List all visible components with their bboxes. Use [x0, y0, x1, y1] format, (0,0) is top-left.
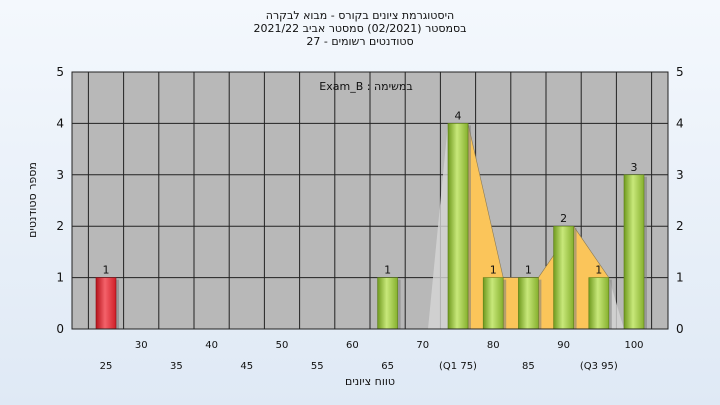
x-tick-label: (Q1 75) — [439, 361, 477, 372]
quartile-shadow-right — [608, 277, 624, 329]
x-tick-label: 60 — [346, 340, 359, 351]
data-label: 2 — [560, 212, 567, 225]
x-tick-label: 80 — [487, 340, 500, 351]
bar-65 — [377, 277, 398, 330]
y-tick-label-right: 5 — [676, 65, 684, 79]
chart-title: היסטוגרמת ציונים בקורס - מבוא לבקרה — [265, 9, 455, 22]
bar-25 — [95, 277, 117, 330]
x-tick-label: 90 — [557, 340, 570, 351]
data-label: 4 — [455, 109, 462, 122]
bar-90 — [553, 225, 574, 330]
y-tick-label-right: 3 — [676, 168, 684, 182]
y-tick-label-right: 2 — [676, 219, 684, 233]
data-label: 3 — [631, 161, 638, 174]
y-tick-label-left: 2 — [56, 219, 64, 233]
y-tick-label-right: 1 — [676, 271, 684, 285]
chart-titles: היסטוגרמת ציונים בקורס - מבוא לבקרה בסמס… — [0, 9, 720, 48]
data-label: 1 — [525, 264, 532, 277]
x-tick-label: 85 — [522, 361, 535, 372]
bar-(Q1 75) — [447, 123, 469, 330]
bar-100 — [623, 174, 645, 330]
bar-80 — [482, 277, 504, 330]
y-tick-label-right: 4 — [676, 116, 684, 130]
x-tick-label: 65 — [381, 361, 394, 372]
x-tick-label: 100 — [624, 340, 643, 351]
registered-students: סטודנטים רשומים - 27 — [306, 35, 414, 48]
quartile-shadow-left — [428, 123, 448, 330]
x-tick-label: 70 — [416, 340, 429, 351]
y-axis-label: מספר סטודנטים — [26, 162, 39, 238]
y-tick-label-left: 1 — [56, 271, 64, 285]
task-annotation: במשימה : Exam_B — [319, 80, 412, 93]
x-tick-label: 25 — [100, 361, 113, 372]
x-tick-label: 45 — [240, 361, 253, 372]
data-label: 1 — [490, 264, 497, 277]
y-tick-label-right: 0 — [676, 322, 684, 336]
x-tick-label: 50 — [276, 340, 289, 351]
y-tick-label-left: 0 — [56, 322, 64, 336]
y-tick-label-left: 3 — [56, 168, 64, 182]
y-tick-label-left: 5 — [56, 65, 64, 79]
bar-85 — [518, 277, 539, 330]
data-label: 1 — [595, 264, 602, 277]
x-tick-label: 30 — [135, 340, 148, 351]
data-label: 1 — [103, 264, 110, 277]
plot-border — [71, 71, 669, 330]
y-tick-label-left: 4 — [56, 116, 64, 130]
x-tick-label: (Q3 95) — [580, 361, 618, 372]
x-tick-label: 40 — [205, 340, 218, 351]
data-label: 1 — [384, 264, 391, 277]
x-axis-label: טווח ציונים — [345, 375, 395, 388]
chart-subtitle: בסמסטר (02/2021) סמסטר אביב 2021/22 — [253, 22, 467, 35]
bar-(Q3 95) — [588, 277, 610, 330]
x-tick-label: 55 — [311, 361, 324, 372]
x-tick-label: 35 — [170, 361, 183, 372]
